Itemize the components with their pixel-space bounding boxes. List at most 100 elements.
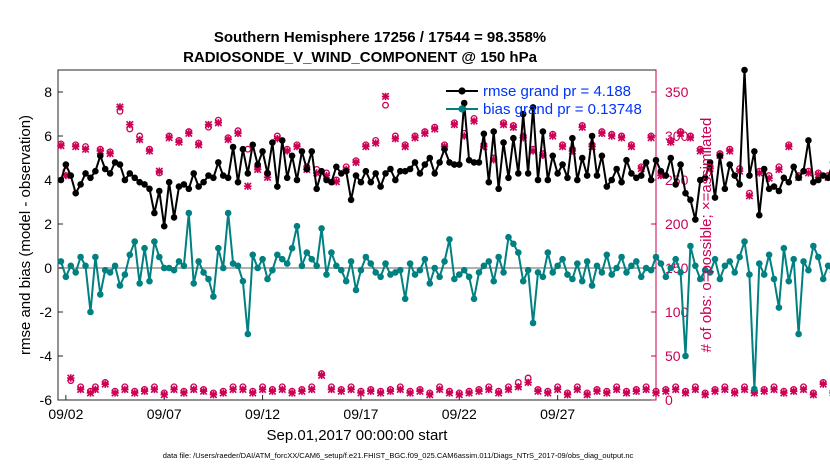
obs-assimilated-point xyxy=(268,387,277,395)
bias-point xyxy=(455,271,463,278)
bias-series xyxy=(57,209,830,393)
rmse-point xyxy=(92,167,99,175)
obs-assimilated-point xyxy=(150,385,159,394)
bias-point xyxy=(721,262,729,270)
bias-point xyxy=(608,271,616,278)
rmse-point xyxy=(264,170,271,177)
obs-assimilated-point xyxy=(804,169,813,177)
rmse-point xyxy=(662,172,670,179)
rmse-point xyxy=(544,176,552,184)
bias-point xyxy=(682,352,689,360)
obs-assimilated-point xyxy=(219,389,228,397)
rmse-point xyxy=(234,178,242,186)
rmse-point xyxy=(318,167,325,175)
obs-assimilated-point xyxy=(770,385,778,394)
rmse-point xyxy=(760,165,768,173)
rmse-point xyxy=(401,167,409,175)
rmse-point xyxy=(146,185,153,193)
obs-assimilated-point xyxy=(671,385,680,394)
rmse-point xyxy=(578,154,586,162)
obs-assimilated-point xyxy=(534,387,542,395)
bias-point xyxy=(318,225,325,232)
rmse-point xyxy=(696,176,704,184)
obs-assimilated-point xyxy=(809,390,818,399)
rmse-point xyxy=(416,170,424,177)
bias-point xyxy=(283,260,291,267)
obs-assimilated-point xyxy=(347,385,355,394)
obs-assimilated-point xyxy=(135,135,144,144)
bias-point xyxy=(200,269,207,276)
rmse-point xyxy=(623,156,630,164)
obs-assimilated-point xyxy=(155,167,164,175)
legend: rmse grand pr = 4.188 bias grand pr = 0.… xyxy=(446,83,642,118)
obs-assimilated-point xyxy=(726,147,734,155)
bias-point xyxy=(219,264,227,272)
obs-assimilated-point xyxy=(455,390,464,399)
rmse-point xyxy=(721,185,729,193)
rmse-point xyxy=(726,161,734,168)
bias-point xyxy=(647,266,655,274)
rmse-point xyxy=(490,128,498,135)
rmse-point xyxy=(328,178,335,186)
bias-point xyxy=(96,291,104,298)
bias-point xyxy=(465,273,473,281)
bias-point xyxy=(357,266,365,274)
obs-assimilated-point xyxy=(755,169,764,177)
obs-assimilated-point xyxy=(239,385,247,394)
obs-assimilated-point xyxy=(711,387,719,395)
obs-assimilated-point xyxy=(509,123,518,131)
bias-point xyxy=(726,258,734,265)
obs-assimilated-point xyxy=(293,142,301,151)
rmse-point xyxy=(524,170,532,177)
obs-assimilated-point xyxy=(544,389,552,397)
rmse-point xyxy=(396,167,404,175)
rmse-point xyxy=(190,170,198,177)
left-y-axis: -6 -4 -2 0 2 4 6 8 xyxy=(40,84,63,408)
bias-point xyxy=(795,330,802,338)
obs-assimilated-point xyxy=(67,374,75,382)
rmse-point xyxy=(637,172,645,179)
obs-assimilated-point xyxy=(298,387,306,395)
rmse-point xyxy=(529,104,537,111)
obs-assimilated-point xyxy=(332,177,341,186)
rmse-point xyxy=(298,148,306,155)
obs-assimilated-point xyxy=(421,129,429,138)
rmse-point xyxy=(588,132,596,140)
bias-point xyxy=(77,253,84,261)
bias-point xyxy=(505,233,512,241)
bias-point xyxy=(760,271,768,278)
bias-point xyxy=(215,244,222,252)
bias-point xyxy=(372,269,379,276)
obs-assimilated-point xyxy=(785,142,793,151)
bias-point xyxy=(387,271,394,278)
obs-assimilated-point xyxy=(504,385,513,394)
obs-assimilated-point xyxy=(450,120,459,129)
rmse-point xyxy=(505,174,512,182)
bias-point xyxy=(593,262,601,270)
bias-point xyxy=(274,251,281,259)
rmse-point xyxy=(278,137,286,144)
rmse-point xyxy=(780,174,788,182)
bias-point xyxy=(342,277,350,285)
obs-assimilated-point xyxy=(745,192,754,200)
x-tick-label: 09/27 xyxy=(540,406,575,422)
obs-assimilated-point xyxy=(430,125,439,133)
bias-point xyxy=(170,266,178,274)
rmse-point xyxy=(337,170,345,177)
obs-assimilated-point xyxy=(386,387,395,395)
rmse-point xyxy=(333,163,340,171)
rmse-point xyxy=(175,183,183,190)
rmse-point xyxy=(229,143,237,151)
obs-assimilated-point xyxy=(214,119,223,127)
rmse-point xyxy=(156,187,163,195)
obs-assimilated-point xyxy=(357,389,365,397)
rmse-point xyxy=(667,154,675,162)
bias-point xyxy=(475,269,483,276)
obs-assimilated-point xyxy=(662,387,670,395)
rmse-point xyxy=(475,159,483,166)
rmse-point xyxy=(165,178,173,186)
obs-assimilated-point xyxy=(322,171,331,180)
obs-assimilated-point xyxy=(814,170,823,179)
rmse-point xyxy=(519,110,527,118)
rmse-point xyxy=(293,176,301,184)
